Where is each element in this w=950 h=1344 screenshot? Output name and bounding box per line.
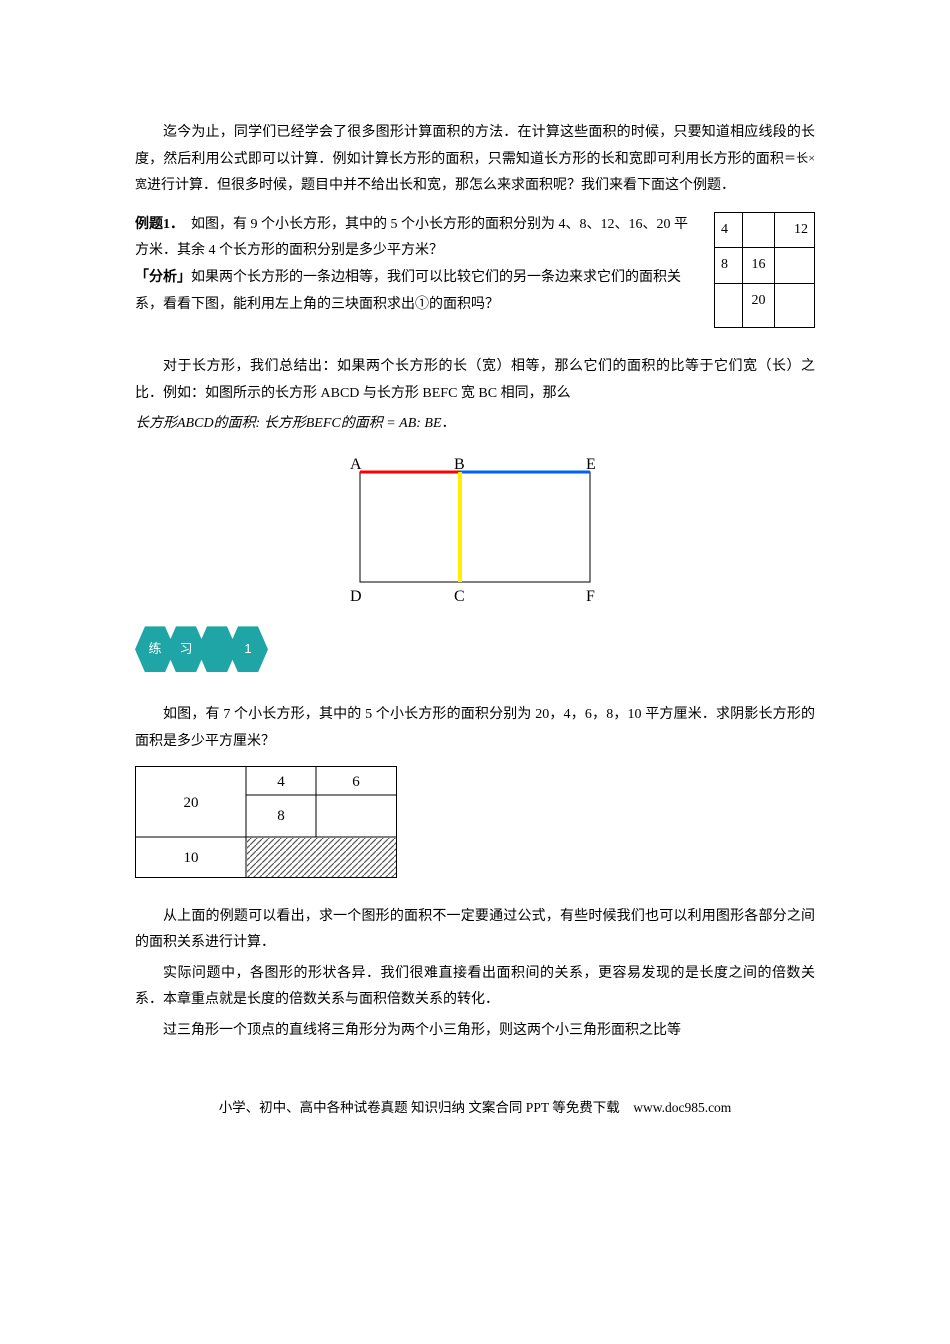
cell-1-1: 16 (743, 248, 775, 284)
ptxt-4: 4 (277, 774, 285, 790)
analysis-label: 「分析」 (135, 270, 191, 285)
cell-0-0: 4 (715, 212, 743, 248)
example1-body2: 如果两个长方形的一条边相等，我们可以比较它们的另一条边来求它们的面积关系，看看下… (135, 270, 681, 312)
cell-2-0 (715, 283, 743, 327)
rect-diagram-svg (350, 456, 600, 586)
summary-eq-text: 长方形ABCD的面积: 长方形BEFC的面积 = AB: BE (135, 416, 442, 431)
label-e: E (586, 450, 596, 480)
rect-diagram-wrap: A B E D C F (135, 456, 815, 597)
closing-p2: 实际问题中，各图形的形状各异．我们很难直接看出面积间的关系，更容易发现的是长度之… (135, 961, 815, 1014)
hex-2-char: 习 (179, 637, 192, 662)
ptxt-10: 10 (184, 850, 199, 866)
label-d: D (350, 582, 362, 612)
practice1-table-svg: 20 4 6 8 10 (135, 766, 397, 878)
example1-table: 4 12 8 16 20 (714, 212, 815, 328)
summary-text: 对于长方形，我们总结出：如果两个长方形的长（宽）相等，那么它们的面积的比等于它们… (135, 359, 815, 401)
cell-0-2: 12 (775, 212, 815, 248)
rect-diagram: A B E D C F (350, 456, 600, 586)
intro-paragraph: 迄今为止，同学们已经学会了很多图形计算面积的方法．在计算这些面积的时候，只要知道… (135, 120, 815, 200)
cell-2-2 (775, 283, 815, 327)
example1-line1: 例题1． 如图，有 9 个小长方形，其中的 5 个小长方形的面积分别为 4、8、… (135, 212, 700, 265)
intro-text-a: 迄今为止，同学们已经学会了很多图形计算面积的方法．在计算这些面积的时候，只要知道… (135, 125, 815, 167)
example1-label: 例题1． (135, 217, 177, 232)
summary-eq: 长方形ABCD的面积: 长方形BEFC的面积 = AB: BE． (135, 411, 815, 438)
intro-text-b: 进行计算．但很多时候，题目中并不给出长和宽，那怎么来求面积呢？我们来看下面这个例… (147, 178, 735, 193)
practice1-paragraph: 如图，有 7 个小长方形，其中的 5 个小长方形的面积分别为 20，4，6，8，… (135, 702, 815, 755)
hex-4: 1 (228, 626, 268, 672)
hex-1-char: 练 (148, 637, 161, 662)
closing-p1: 从上面的例题可以看出，求一个图形的面积不一定要通过公式，有些时候我们也可以利用图… (135, 904, 815, 957)
cell-1-2 (775, 248, 815, 284)
cell-2-1: 20 (743, 283, 775, 327)
example1-line2: 「分析」如果两个长方形的一条边相等，我们可以比较它们的另一条边来求它们的面积关系… (135, 265, 700, 318)
example1-text: 例题1． 如图，有 9 个小长方形，其中的 5 个小长方形的面积分别为 4、8、… (135, 212, 700, 318)
cell-0-1 (743, 212, 775, 248)
label-a: A (350, 450, 362, 480)
ptxt-20: 20 (184, 795, 199, 811)
summary-paragraph: 对于长方形，我们总结出：如果两个长方形的长（宽）相等，那么它们的面积的比等于它们… (135, 354, 815, 407)
shaded-cell (247, 838, 397, 878)
summary-period: ． (442, 416, 456, 431)
practice1-text: 如图，有 7 个小长方形，其中的 5 个小长方形的面积分别为 20，4，6，8，… (135, 707, 815, 749)
practice-banner: 练 习 1 (135, 626, 275, 672)
cell-1-0: 8 (715, 248, 743, 284)
label-f: F (586, 582, 595, 612)
ptxt-8: 8 (277, 808, 285, 824)
page-footer: 小学、初中、高中各种试卷真题 知识归纳 文案合同 PPT 等免费下载 www.d… (135, 1095, 815, 1121)
practice1-table-wrap: 20 4 6 8 10 (135, 766, 815, 878)
ptxt-6: 6 (352, 774, 360, 790)
example1-row: 例题1． 如图，有 9 个小长方形，其中的 5 个小长方形的面积分别为 4、8、… (135, 212, 815, 328)
label-c: C (454, 582, 465, 612)
hex-4-char: 1 (244, 637, 251, 662)
label-b: B (454, 450, 465, 480)
closing-p3: 过三角形一个顶点的直线将三角形分为两个小三角形，则这两个小三角形面积之比等 (135, 1018, 815, 1045)
outer-rect (360, 472, 590, 582)
example1-body1: 如图，有 9 个小长方形，其中的 5 个小长方形的面积分别为 4、8、12、16… (135, 217, 688, 259)
